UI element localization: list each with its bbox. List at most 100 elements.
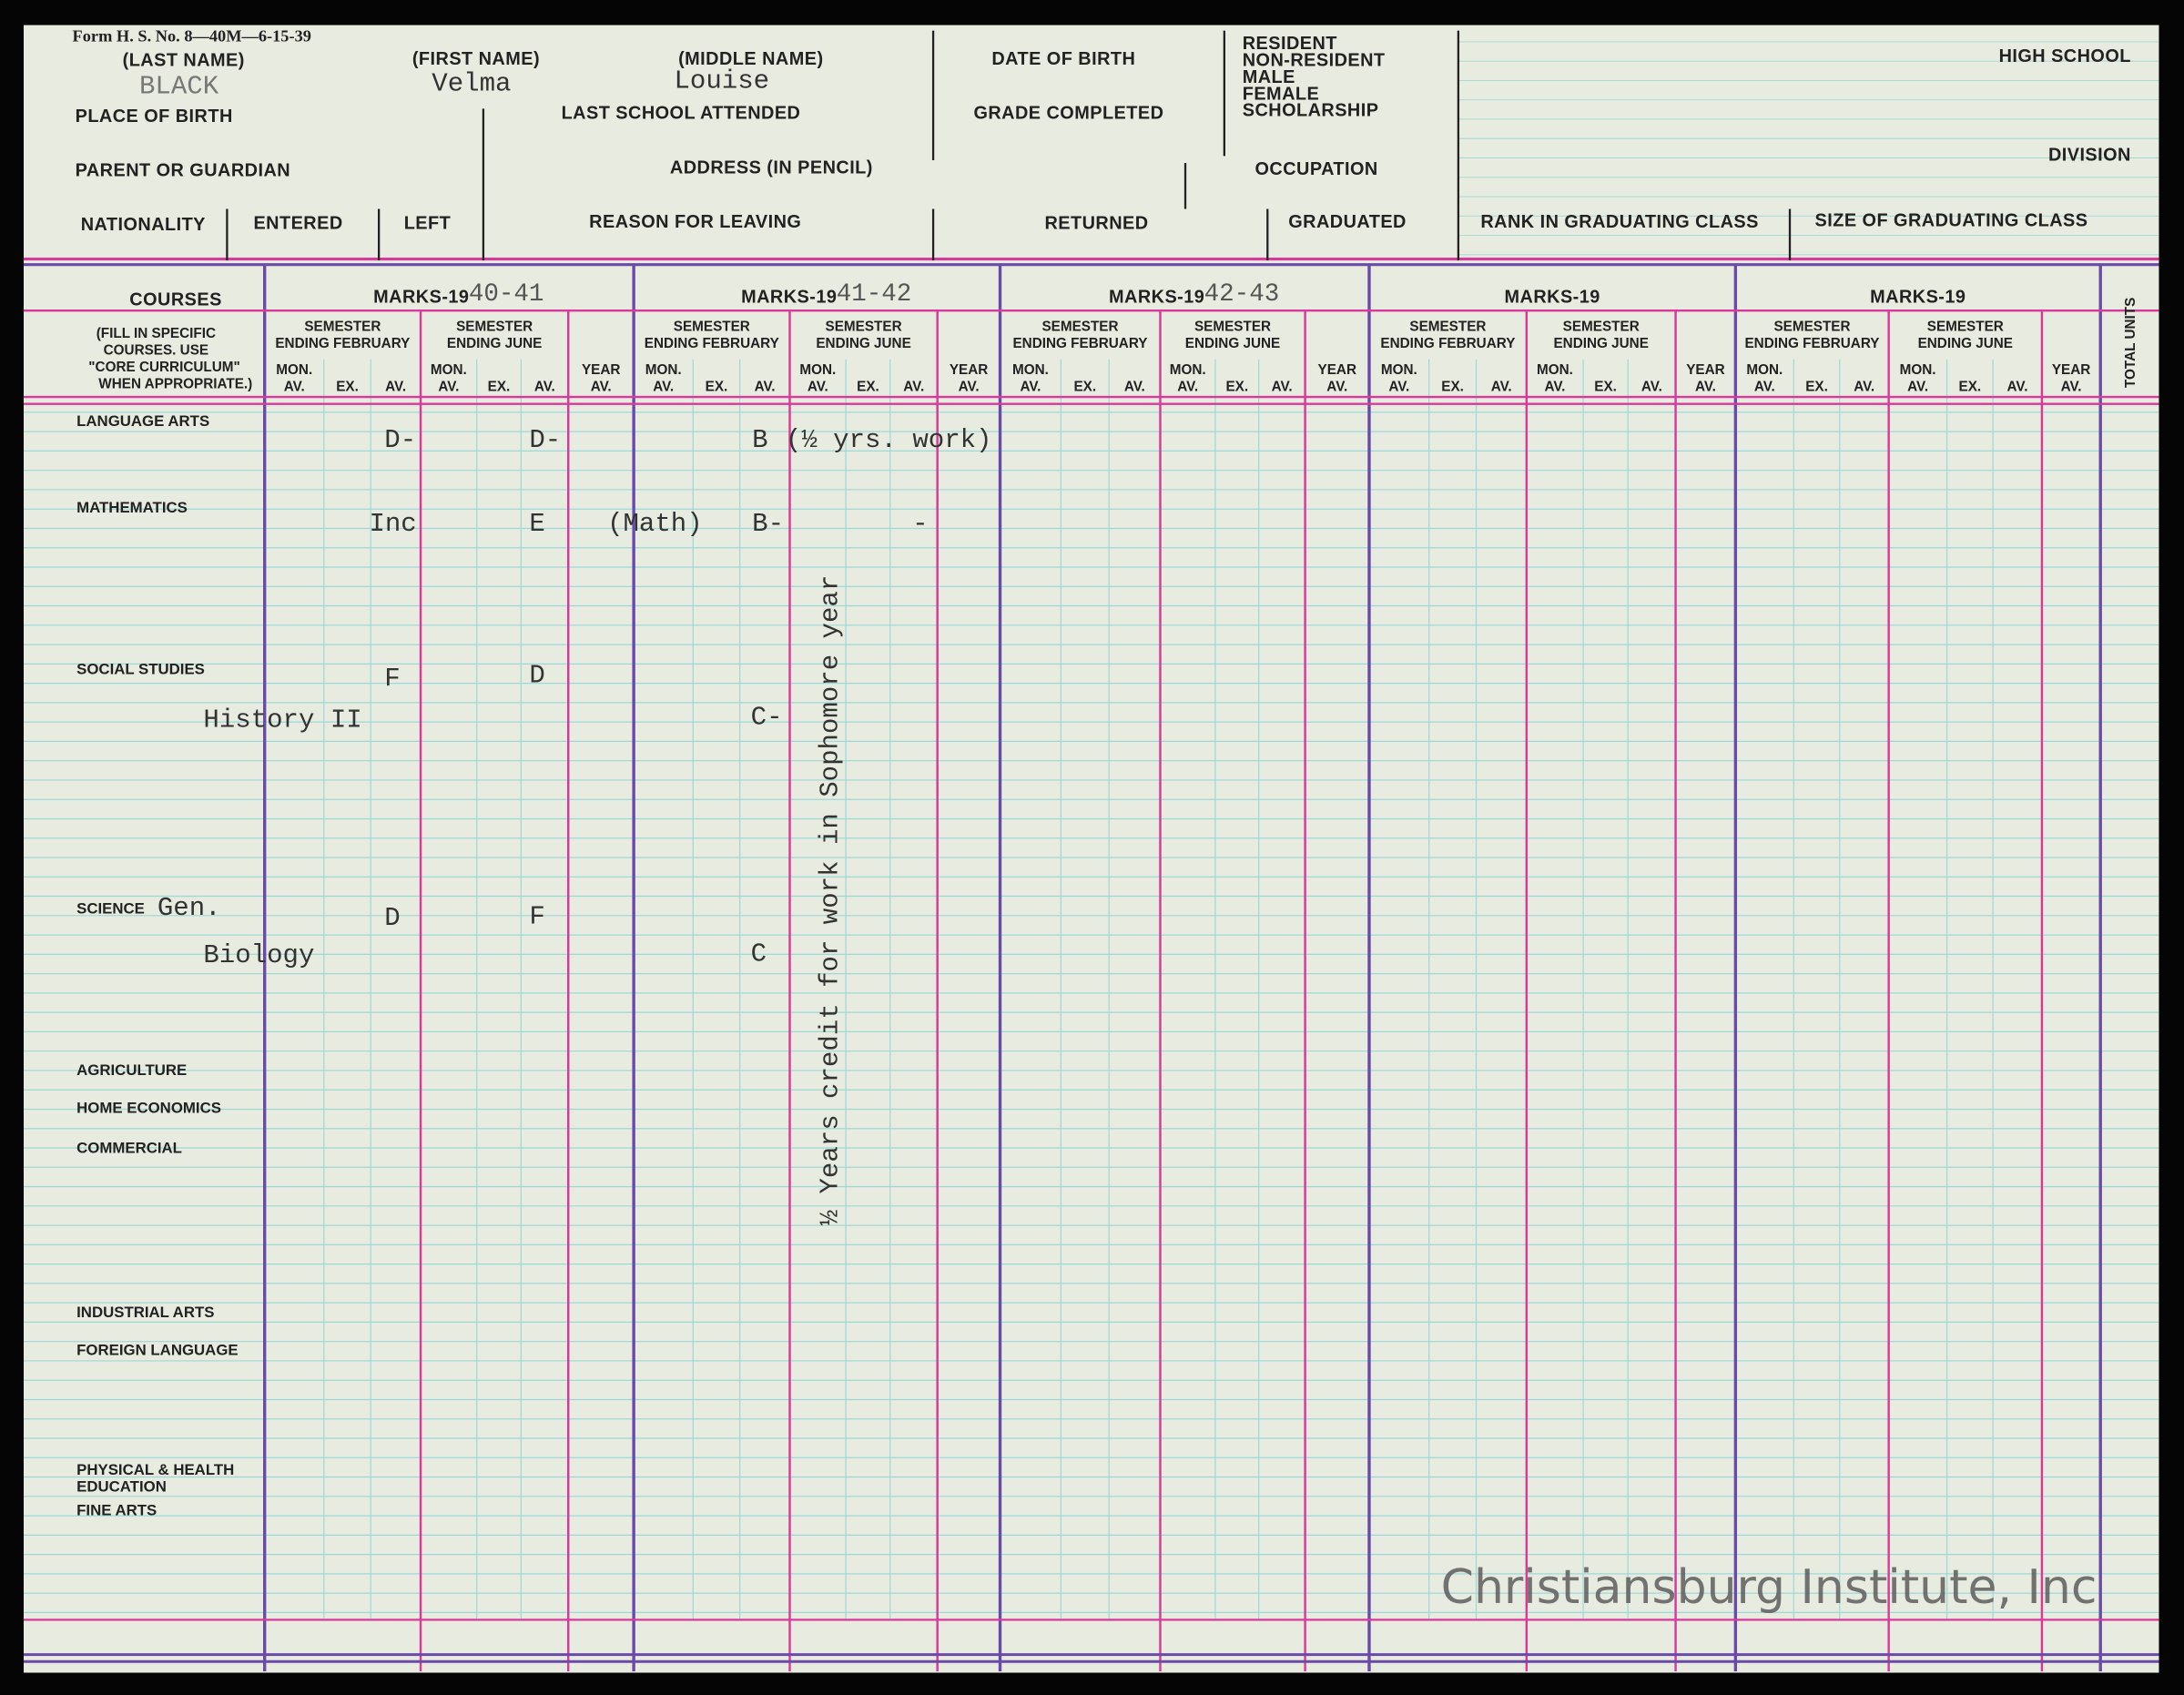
col-head: AV.	[591, 379, 612, 394]
col-head: EX.	[336, 379, 359, 394]
subject: SCIENCE	[76, 900, 145, 918]
col-head: AV.	[959, 379, 980, 394]
col-head: EX.	[1594, 379, 1617, 394]
courses-note: COURSES. USE	[104, 343, 208, 359]
marks-label: MARKS-19	[1505, 288, 1600, 308]
semester: ENDING FEBRUARY	[645, 336, 779, 351]
semester: SEMESTER	[1194, 320, 1271, 335]
total-units: TOTAL UNITS	[2123, 298, 2138, 388]
entry: D-	[529, 425, 561, 455]
semester: SEMESTER	[674, 320, 750, 335]
col-head: AV.	[438, 379, 459, 394]
subject: FINE ARTS	[76, 1501, 157, 1518]
col-head: MON.	[645, 362, 682, 378]
subject: INDUSTRIAL ARTS	[76, 1304, 214, 1321]
last-name: BLACK	[139, 72, 219, 102]
first-name: Velma	[432, 68, 511, 98]
col-head: AV.	[808, 379, 828, 394]
col-head: YEAR	[582, 362, 620, 378]
subject: HOME ECONOMICS	[76, 1099, 221, 1116]
label: LAST SCHOOL ATTENDED	[562, 104, 801, 124]
entry: Biology	[203, 940, 314, 970]
col-head: AV.	[1388, 379, 1409, 394]
label: LEFT	[404, 214, 452, 234]
col-head: MON.	[431, 362, 467, 378]
semester: SEMESTER	[1409, 320, 1486, 335]
col-head: AV.	[1177, 379, 1198, 394]
entry: B-	[752, 509, 784, 539]
col-head: AV.	[1754, 379, 1775, 394]
col-head: AV.	[1272, 379, 1293, 394]
label: REASON FOR LEAVING	[589, 212, 801, 232]
semester: ENDING FEBRUARY	[275, 336, 410, 351]
label: MALE	[1243, 67, 1295, 87]
col-head: AV.	[1907, 379, 1928, 394]
semester: SEMESTER	[1041, 320, 1118, 335]
col-head: MON.	[799, 362, 836, 378]
entry: C	[751, 939, 767, 969]
year: 41-42	[837, 280, 912, 309]
col-head: AV.	[2061, 379, 2082, 394]
vertical-note: ½ Years credit for work in Sophomore yea…	[816, 575, 846, 1226]
year: 42-43	[1204, 280, 1280, 309]
col-head: AV.	[1641, 379, 1662, 394]
label: NON-RESIDENT	[1243, 51, 1386, 71]
form-number: Form H. S. No. 8—40M—6-15-39	[73, 27, 311, 46]
semester: SEMESTER	[1773, 320, 1850, 335]
col-head: EX.	[857, 379, 879, 394]
label: PARENT OR GUARDIAN	[76, 160, 290, 180]
semester: ENDING JUNE	[1918, 336, 2013, 351]
col-head: MON.	[1012, 362, 1049, 378]
year: 40-41	[469, 280, 544, 309]
entry: D-	[384, 425, 416, 455]
col-head: EX.	[488, 379, 511, 394]
col-head: AV.	[1544, 379, 1565, 394]
col-head: AV.	[385, 379, 406, 394]
entry: Gen.	[157, 893, 221, 923]
col-head: AV.	[284, 379, 305, 394]
entry: -	[912, 509, 928, 539]
col-head: AV.	[1326, 379, 1347, 394]
marks-label: MARKS-19	[741, 288, 837, 308]
label: OCCUPATION	[1255, 159, 1378, 179]
entry: History II	[203, 705, 361, 736]
watermark: Christiansburg Institute, Inc	[1441, 1560, 2098, 1615]
col-head: AV.	[1491, 379, 1512, 394]
col-head: MON.	[1381, 362, 1417, 378]
entry: (Math)	[607, 509, 703, 539]
label: GRADE COMPLETED	[973, 104, 1163, 124]
label: ADDRESS (IN PENCIL)	[670, 157, 873, 178]
col-head: EX.	[1073, 379, 1096, 394]
semester: ENDING JUNE	[816, 336, 910, 351]
marks-label: MARKS-19	[373, 288, 469, 308]
courses-note: "CORE CURRICULUM"	[88, 360, 239, 375]
entry: B	[752, 425, 767, 455]
courses-heading: COURSES	[129, 290, 222, 310]
semester: SEMESTER	[456, 320, 533, 335]
semester: SEMESTER	[826, 320, 902, 335]
col-head: YEAR	[1686, 362, 1724, 378]
label: SIZE OF GRADUATING CLASS	[1815, 211, 2088, 231]
col-head: AV.	[1854, 379, 1874, 394]
col-head: EX.	[1225, 379, 1248, 394]
middle-name: Louise	[675, 66, 770, 96]
col-head: AV.	[903, 379, 924, 394]
semester: SEMESTER	[1563, 320, 1640, 335]
col-head: AV.	[1695, 379, 1716, 394]
courses-note: WHEN APPROPRIATE.)	[98, 376, 252, 391]
col-head: MON.	[1746, 362, 1783, 378]
semester: ENDING FEBRUARY	[1380, 336, 1515, 351]
label: GRADUATED	[1288, 212, 1407, 232]
col-head: EX.	[1441, 379, 1464, 394]
label: RETURNED	[1044, 214, 1148, 234]
marks-label: MARKS-19	[1109, 288, 1204, 308]
grid	[24, 41, 2159, 1671]
col-head: AV.	[1020, 379, 1041, 394]
col-head: MON.	[1170, 362, 1206, 378]
subject: EDUCATION	[76, 1477, 167, 1495]
subject: SOCIAL STUDIES	[76, 660, 205, 677]
entry: F	[529, 901, 544, 931]
col-head: MON.	[1537, 362, 1573, 378]
label: (FIRST NAME)	[412, 49, 540, 69]
